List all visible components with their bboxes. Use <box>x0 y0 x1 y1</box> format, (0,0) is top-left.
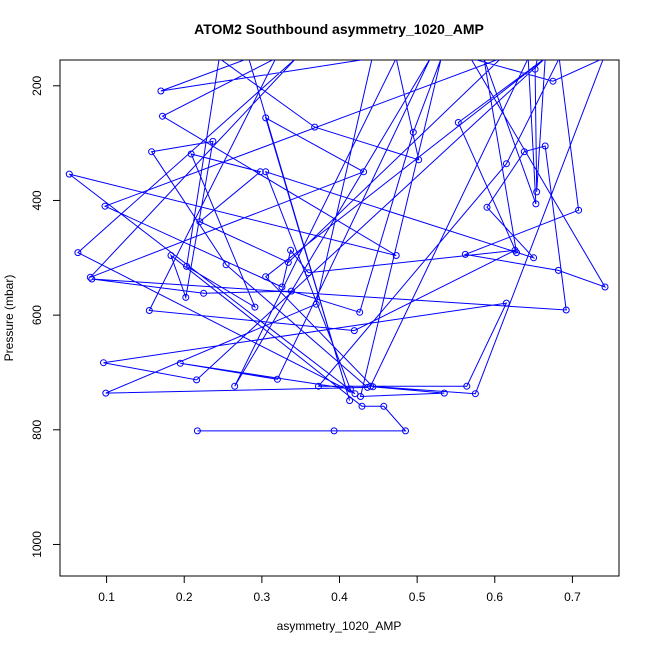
data-point <box>65 170 73 178</box>
data-point <box>502 160 510 168</box>
data-point <box>88 275 96 283</box>
data-point <box>284 258 292 266</box>
series-group <box>65 60 609 435</box>
data-point <box>315 382 322 390</box>
x-tick-label: 0.7 <box>564 590 581 604</box>
y-axis-label: Pressure (mbar) <box>2 275 16 362</box>
y-tick-label: 600 <box>30 305 44 325</box>
data-point <box>533 188 541 196</box>
data-point <box>102 389 110 397</box>
data-point <box>356 308 364 316</box>
data-point <box>262 273 270 281</box>
data-point <box>463 382 471 390</box>
x-tick-label: 0.3 <box>254 590 271 604</box>
data-point <box>262 168 270 176</box>
data-point <box>262 114 270 122</box>
chart-title: ATOM2 Southbound asymmetry_1020_AMP <box>194 21 484 37</box>
data-point <box>461 250 469 258</box>
data-point <box>304 269 312 277</box>
data-point <box>148 148 156 156</box>
data-point <box>193 376 201 384</box>
data-point <box>601 283 609 291</box>
series-layer <box>65 60 609 435</box>
data-point <box>183 262 191 270</box>
data-point <box>74 249 82 257</box>
data-point <box>157 87 165 95</box>
data-point <box>145 307 153 314</box>
x-tick-label: 0.5 <box>409 590 426 604</box>
data-point <box>415 156 423 164</box>
x-axis-label: asymmetry_1020_AMP <box>277 619 402 633</box>
data-point <box>346 385 354 393</box>
data-point <box>392 252 400 259</box>
data-point <box>554 266 562 274</box>
data-point <box>287 287 295 295</box>
data-point <box>256 168 264 176</box>
data-point <box>187 150 195 158</box>
data-point <box>531 65 539 73</box>
data-point <box>287 246 295 254</box>
data-point <box>311 123 319 131</box>
data-point <box>530 254 538 262</box>
data-point <box>483 203 491 211</box>
data-point <box>351 390 359 398</box>
data-point <box>380 402 388 410</box>
data-point <box>176 359 184 367</box>
data-point <box>101 202 109 210</box>
data-point <box>367 382 375 390</box>
y-tick-label: 200 <box>30 75 44 95</box>
data-point <box>86 273 94 281</box>
data-point <box>357 393 364 400</box>
data-point <box>513 249 520 257</box>
data-point <box>358 402 366 410</box>
data-point <box>182 293 190 301</box>
data-point <box>278 283 286 291</box>
data-point <box>251 303 259 311</box>
x-tick-label: 0.2 <box>176 590 193 604</box>
data-point <box>193 427 201 435</box>
data-point <box>440 389 448 397</box>
data-point <box>402 427 409 435</box>
x-tick-label: 0.4 <box>331 590 348 604</box>
data-point <box>312 300 320 308</box>
data-point <box>541 142 549 150</box>
data-point <box>231 382 239 390</box>
data-point <box>222 261 230 269</box>
x-tick-label: 0.1 <box>98 590 115 604</box>
y-tick-label: 400 <box>30 190 44 210</box>
data-point <box>471 390 479 398</box>
y-axis: 200 400 600 800 1000 <box>30 75 61 558</box>
data-point <box>273 375 281 383</box>
y-tick-label: 1000 <box>30 531 44 558</box>
data-point <box>562 306 570 314</box>
data-point <box>196 218 204 226</box>
data-point <box>532 200 540 208</box>
data-point <box>360 168 368 176</box>
data-point <box>549 77 557 85</box>
data-point <box>454 119 462 126</box>
x-tick-label: 0.6 <box>486 590 503 604</box>
data-point <box>346 397 354 405</box>
data-point <box>209 137 217 145</box>
data-point <box>364 383 371 391</box>
data-point <box>330 427 338 435</box>
data-point <box>409 128 417 136</box>
data-point <box>502 299 510 307</box>
data-point <box>520 148 528 156</box>
data-point <box>100 359 107 367</box>
data-point <box>200 289 208 297</box>
x-axis: 0.1 0.2 0.3 0.4 0.5 0.6 0.7 <box>98 575 581 604</box>
data-point <box>159 112 166 120</box>
data-point <box>350 327 358 335</box>
data-point <box>167 252 175 259</box>
data-point <box>575 206 583 214</box>
y-tick-label: 800 <box>30 419 44 439</box>
